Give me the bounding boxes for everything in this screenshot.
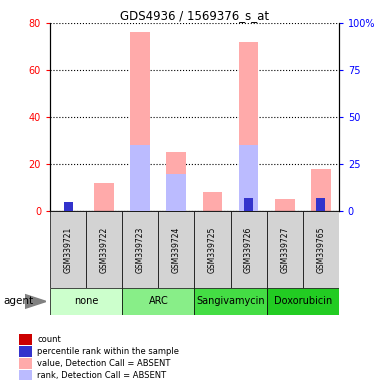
Bar [166,174,186,211]
Bar [194,288,266,315]
Bar [239,42,258,211]
Bar [19,346,32,357]
Bar [19,334,32,345]
Text: percentile rank within the sample: percentile rank within the sample [37,347,179,356]
Bar [203,192,223,211]
Text: GSM339726: GSM339726 [244,227,253,273]
Text: Doxorubicin: Doxorubicin [274,296,332,306]
Bar [64,204,73,211]
Bar [275,199,295,211]
Polygon shape [25,295,46,308]
Text: GSM339765: GSM339765 [316,226,325,273]
Bar [19,358,32,369]
Text: value, Detection Call = ABSENT: value, Detection Call = ABSENT [37,359,171,368]
Bar [86,211,122,288]
Text: GSM339721: GSM339721 [64,227,73,273]
Text: GSM339722: GSM339722 [100,227,109,273]
Text: agent: agent [4,296,34,306]
Bar [131,33,150,211]
Text: GSM339724: GSM339724 [172,227,181,273]
Text: ARC: ARC [149,296,168,306]
Bar [303,211,339,288]
Title: GDS4936 / 1569376_s_at: GDS4936 / 1569376_s_at [120,9,269,22]
Bar [231,211,266,288]
Bar [50,211,86,288]
Text: GSM339725: GSM339725 [208,227,217,273]
Bar [166,152,186,211]
Bar [194,211,231,288]
Text: GSM339727: GSM339727 [280,227,289,273]
Bar [316,198,325,211]
Bar [158,211,194,288]
Bar [239,146,258,211]
Bar [266,288,339,315]
Bar [94,183,114,211]
Bar [266,211,303,288]
Bar [19,370,32,381]
Bar [131,146,150,211]
Bar [122,288,194,315]
Bar [311,169,331,211]
Text: rank, Detection Call = ABSENT: rank, Detection Call = ABSENT [37,371,166,380]
Bar [50,288,122,315]
Text: Sangivamycin: Sangivamycin [196,296,265,306]
Text: GSM339723: GSM339723 [136,227,145,273]
Bar [244,198,253,211]
Text: none: none [74,296,98,306]
Bar [122,211,158,288]
Text: count: count [37,335,61,344]
Bar [64,202,73,211]
